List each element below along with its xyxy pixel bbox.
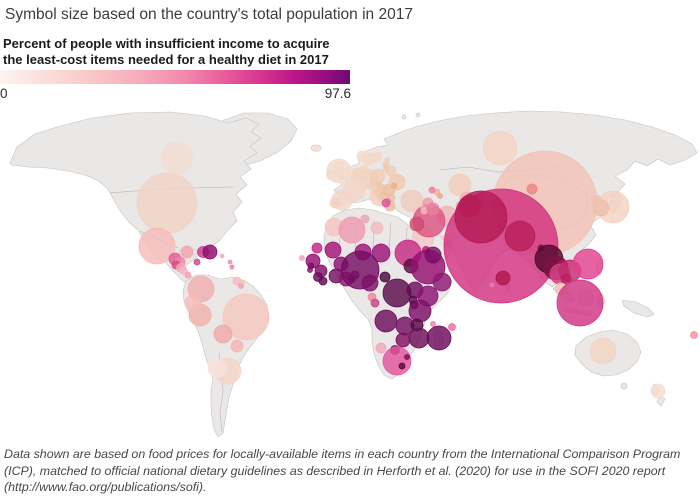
country-bubble-madagascar[interactable] [426,325,452,351]
bubble-layer [136,130,698,399]
country-bubble-new-zealand[interactable] [650,383,666,399]
country-bubble-puerto-rico[interactable] [219,253,225,259]
country-bubble-mauritius[interactable] [448,323,456,331]
country-bubble-albania[interactable] [381,198,391,208]
country-bubble-maldives[interactable] [489,282,495,288]
footnote: Data shown are based on food prices for … [4,447,681,495]
country-bubble-israel[interactable] [420,207,428,215]
country-bubble-north-korea[interactable] [590,194,602,206]
country-bubble-bolivia[interactable] [213,324,233,344]
country-bubble-paraguay[interactable] [230,339,244,353]
chart-title: Symbol size based on the country's total… [5,6,413,23]
country-bubble-indonesia[interactable] [556,279,604,327]
country-bubble-yemen[interactable] [424,246,442,264]
country-bubble-cameroon[interactable] [361,274,379,292]
country-bubble-brazil[interactable] [222,293,270,341]
country-bubble-libya[interactable] [370,221,384,235]
country-bubble-antilles-1[interactable] [227,259,233,265]
country-bubble-mali[interactable] [324,241,342,259]
country-bubble-mexico[interactable] [138,227,176,265]
country-bubble-mozambique[interactable] [408,327,430,349]
country-bubble-fiji[interactable] [690,331,698,339]
country-bubble-mauritania[interactable] [311,242,323,254]
color-scale-labels: 0 97.6 [0,86,351,101]
country-bubble-kazakhstan[interactable] [448,173,472,197]
country-bubble-jordan[interactable] [409,216,425,232]
country-bubble-tanzania[interactable] [408,299,432,323]
country-bubble-finland[interactable] [371,151,383,163]
country-bubble-estonia[interactable] [384,157,390,163]
country-bubble-cuba[interactable] [180,245,194,259]
country-bubble-dr-congo[interactable] [382,278,412,308]
scale-max-label: 97.6 [324,86,351,101]
country-bubble-cambodia[interactable] [560,273,572,285]
country-bubble-haiti[interactable] [202,244,218,260]
country-bubble-namibia[interactable] [375,342,387,354]
country-bubble-algeria[interactable] [338,216,366,244]
country-bubble-canada[interactable] [160,141,194,175]
country-bubble-iceland[interactable] [313,145,321,153]
country-bubble-lesotho[interactable] [398,362,406,370]
country-bubble-usa[interactable] [136,172,198,234]
country-bubble-azerbaijan[interactable] [428,186,436,194]
country-bubble-eswatini[interactable] [404,354,410,360]
country-bubble-australia[interactable] [589,337,617,365]
country-bubble-armenia[interactable] [437,193,443,199]
country-bubble-switzerland[interactable] [358,183,366,191]
country-bubble-cape-verde[interactable] [299,255,305,261]
color-scale-bar [0,70,350,84]
country-bubble-russia[interactable] [482,130,518,166]
legend-title: Percent of people with insufficient inco… [3,36,330,67]
scale-min-label: 0 [0,86,8,101]
country-bubble-chad[interactable] [371,243,391,263]
country-bubble-zimbabwe[interactable] [395,332,411,348]
country-bubble-congo[interactable] [370,298,380,308]
country-bubble-portugal[interactable] [329,197,341,209]
country-bubble-panama[interactable] [184,271,192,279]
country-bubble-philippines[interactable] [572,248,604,280]
legend-title-line2: the least-cost items needed for a health… [3,51,329,67]
country-bubble-iraq[interactable] [426,202,440,216]
country-bubble-tunisia[interactable] [360,214,370,224]
country-bubble-moldova[interactable] [390,182,398,190]
country-bubble-chile[interactable] [207,358,227,378]
legend-title-line1: Percent of people with insufficient inco… [3,36,330,51]
country-bubble-nepal[interactable] [504,220,536,252]
country-bubble-liberia[interactable] [318,276,328,286]
country-bubble-comoros[interactable] [430,321,436,327]
country-bubble-somalia[interactable] [432,272,452,292]
country-bubble-trinidad[interactable] [238,283,244,289]
country-bubble-jamaica[interactable] [193,258,201,266]
country-bubble-guinea-bissau[interactable] [307,267,313,273]
country-bubble-central-african-republic[interactable] [379,271,391,283]
country-bubble-ecuador[interactable] [184,294,202,312]
country-bubble-south-africa[interactable] [382,346,412,376]
country-bubble-ireland[interactable] [326,171,336,181]
country-bubble-pakistan[interactable] [454,190,508,244]
country-bubble-antilles-2[interactable] [229,264,235,270]
country-bubble-sri-lanka[interactable] [495,270,511,286]
country-bubble-mongolia[interactable] [526,183,538,195]
country-bubble-angola[interactable] [374,309,398,333]
